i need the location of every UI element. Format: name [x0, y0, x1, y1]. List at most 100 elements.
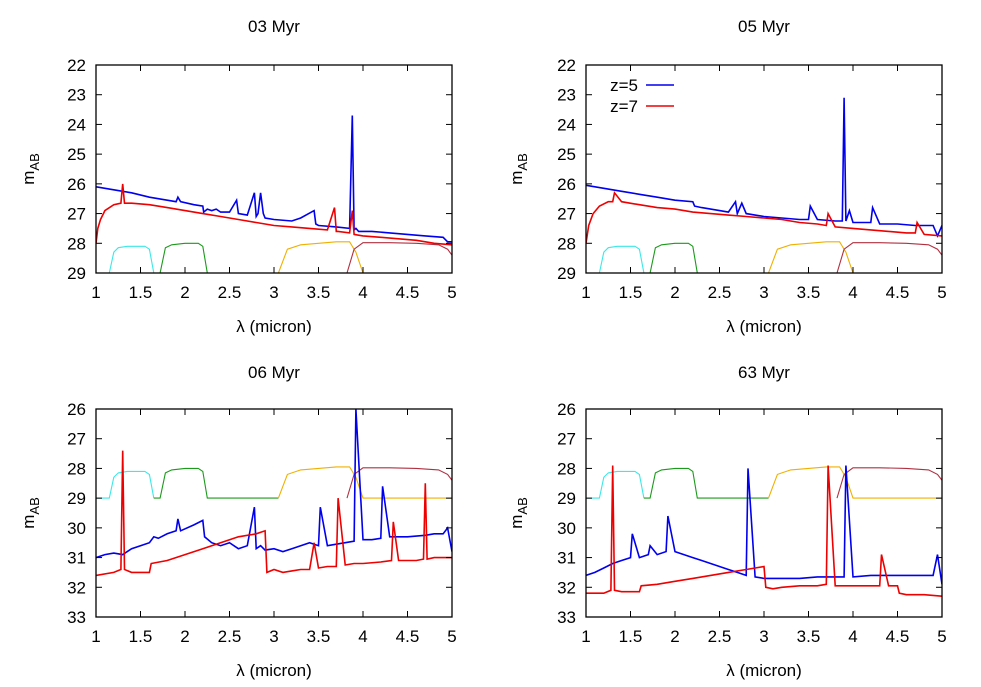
y-tick-label: 25	[557, 145, 576, 164]
x-axis-label: λ (micron)	[726, 317, 802, 336]
filter-curve-orange	[277, 241, 364, 273]
x-tick-label: 5	[447, 627, 456, 646]
y-tick-label: 31	[557, 549, 576, 568]
y-tick-label: 27	[557, 430, 576, 449]
y-tick-label: 30	[67, 519, 86, 538]
plot-frame	[95, 64, 453, 274]
series-line-red	[586, 465, 942, 597]
y-tick-label: 28	[67, 459, 86, 478]
y-tick-label: 29	[67, 489, 86, 508]
legend-label: z=7	[610, 97, 638, 116]
x-tick-label: 3	[269, 283, 278, 302]
y-tick-label: 23	[557, 86, 576, 105]
series-line-blue	[586, 465, 942, 585]
filter-curve-orange	[767, 466, 942, 499]
x-tick-label: 4	[358, 283, 367, 302]
filter-curve-green	[643, 467, 769, 499]
y-axis-label: mAB	[19, 497, 42, 529]
y-tick-label: 29	[67, 264, 86, 283]
x-tick-label: 3	[269, 627, 278, 646]
series-line-blue	[96, 409, 452, 559]
y-tick-label: 27	[67, 205, 86, 224]
y-tick-label: 33	[67, 608, 86, 627]
x-tick-label: 5	[937, 283, 946, 302]
y-tick-label: 26	[557, 175, 576, 194]
y-tick-label: 33	[557, 608, 576, 627]
y-axis-label: mAB	[507, 153, 530, 185]
plot-frame	[585, 64, 943, 274]
filter-curve-cyan	[586, 470, 645, 499]
y-tick-label: 30	[557, 519, 576, 538]
x-tick-label: 4.5	[886, 283, 910, 302]
x-tick-label: 1.5	[129, 627, 153, 646]
filter-curves	[586, 466, 942, 499]
series-group	[586, 97, 942, 244]
y-tick-label: 23	[67, 86, 86, 105]
chart-panel-2: 06 Myr 1 1.5 2 2.5 3 3.5 4 4.5 5 26 27 28 29 30 31 32 33 λ…	[19, 363, 457, 680]
x-tick-label: 3	[759, 283, 768, 302]
x-tick-label: 1.5	[619, 283, 643, 302]
y-tick-label: 28	[67, 234, 86, 253]
filter-curves	[108, 241, 452, 273]
x-tick-label: 3.5	[797, 627, 821, 646]
series-line-blue	[586, 97, 942, 238]
y-tick-label: 29	[557, 489, 576, 508]
series-line-red	[586, 190, 942, 244]
y-axis-label: mAB	[19, 153, 42, 185]
filter-curve-cyan	[96, 470, 155, 499]
x-tick-label: 1	[91, 283, 100, 302]
filter-curve-cyan	[598, 245, 645, 273]
y-tick-label: 32	[67, 578, 86, 597]
x-tick-label: 2.5	[218, 627, 242, 646]
plot-frame	[95, 408, 453, 618]
chart-title: 03 Myr	[248, 17, 300, 36]
chart-title: 05 Myr	[738, 17, 790, 36]
filter-curve-darkred	[836, 242, 942, 273]
x-tick-label: 2	[180, 283, 189, 302]
x-axis-label: λ (micron)	[726, 661, 802, 680]
y-tick-label: 27	[557, 205, 576, 224]
series-group	[96, 409, 452, 577]
chart-panel-0: 03 Myr 1 1.5 2 2.5 3 3.5 4 4.5 5 22 23 24 25 26 27 28 29 λ…	[19, 17, 457, 336]
x-tick-label: 1	[581, 627, 590, 646]
y-tick-label: 25	[67, 145, 86, 164]
x-tick-label: 3	[759, 627, 768, 646]
filter-curve-darkred	[346, 242, 452, 273]
y-tick-label: 32	[557, 578, 576, 597]
x-tick-label: 2	[670, 283, 679, 302]
filter-curve-darkred	[346, 467, 452, 499]
y-tick-label: 26	[67, 400, 86, 419]
y-tick-label: 22	[67, 56, 86, 75]
y-tick-label: 28	[557, 459, 576, 478]
chart-panel-1: 05 Myr 1 1.5 2 2.5 3 3.5 4 4.5 5 22 23 24 25 26 27 28 29 λ…	[507, 17, 947, 336]
x-tick-label: 4.5	[396, 283, 420, 302]
y-tick-label: 22	[557, 56, 576, 75]
chart-title: 63 Myr	[738, 363, 790, 382]
y-axis-label: mAB	[507, 497, 530, 529]
y-tick-label: 26	[557, 400, 576, 419]
legend-label: z=5	[610, 76, 638, 95]
x-tick-label: 5	[937, 627, 946, 646]
x-tick-label: 4	[848, 627, 857, 646]
x-tick-label: 2	[670, 627, 679, 646]
y-tick-label: 26	[67, 175, 86, 194]
chart-title: 06 Myr	[248, 363, 300, 382]
x-tick-label: 3.5	[307, 627, 331, 646]
filter-curves	[96, 466, 452, 499]
filter-curves	[598, 241, 942, 273]
x-axis-label: λ (micron)	[236, 661, 312, 680]
y-tick-label: 31	[67, 549, 86, 568]
y-tick-label: 24	[557, 115, 576, 134]
y-tick-label: 27	[67, 430, 86, 449]
x-tick-label: 2.5	[218, 283, 242, 302]
x-tick-label: 1.5	[619, 627, 643, 646]
chart-panel-3: 63 Myr 1 1.5 2 2.5 3 3.5 4 4.5 5 26 27 28 29 30 31 32 33 λ…	[507, 363, 947, 680]
x-axis-label: λ (micron)	[236, 317, 312, 336]
x-tick-label: 1	[91, 627, 100, 646]
y-tick-label: 28	[557, 234, 576, 253]
filter-curve-cyan	[108, 245, 155, 273]
x-tick-label: 1	[581, 283, 590, 302]
filter-curve-green	[159, 242, 208, 273]
series-group	[586, 465, 942, 597]
